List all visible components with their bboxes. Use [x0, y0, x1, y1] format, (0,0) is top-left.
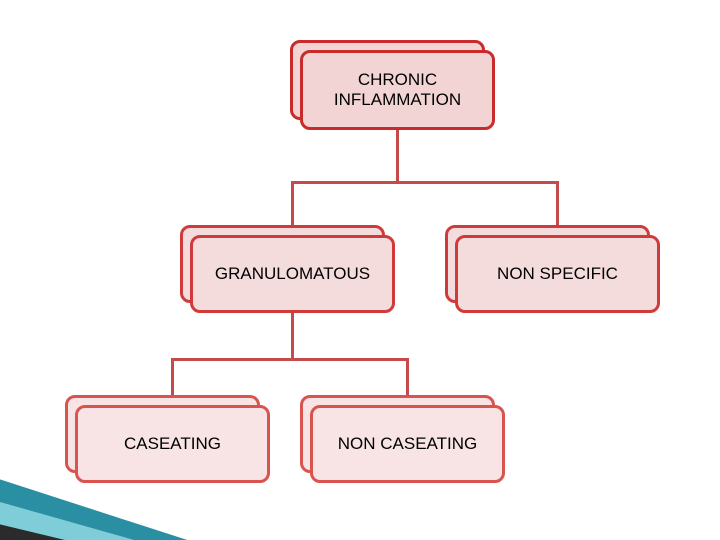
- node-root: CHRONIC INFLAMMATION: [300, 50, 495, 130]
- corner-decoration: [0, 390, 280, 540]
- node-label: CHRONIC INFLAMMATION: [334, 70, 461, 109]
- node-gran: GRANULOMATOUS: [190, 235, 395, 313]
- node-label: NON SPECIFIC: [497, 264, 618, 284]
- diagram-stage: CHRONIC INFLAMMATION GRANULOMATOUS NON SPE…: [0, 0, 720, 540]
- node-label: GRANULOMATOUS: [215, 264, 370, 284]
- connector-segment: [291, 313, 294, 359]
- connector-segment: [291, 181, 559, 184]
- connector-segment: [396, 130, 399, 183]
- connector-segment: [171, 358, 409, 361]
- node-nonspec: NON SPECIFIC: [455, 235, 660, 313]
- node-label: NON CASEATING: [338, 434, 477, 454]
- node-noncase: NON CASEATING: [310, 405, 505, 483]
